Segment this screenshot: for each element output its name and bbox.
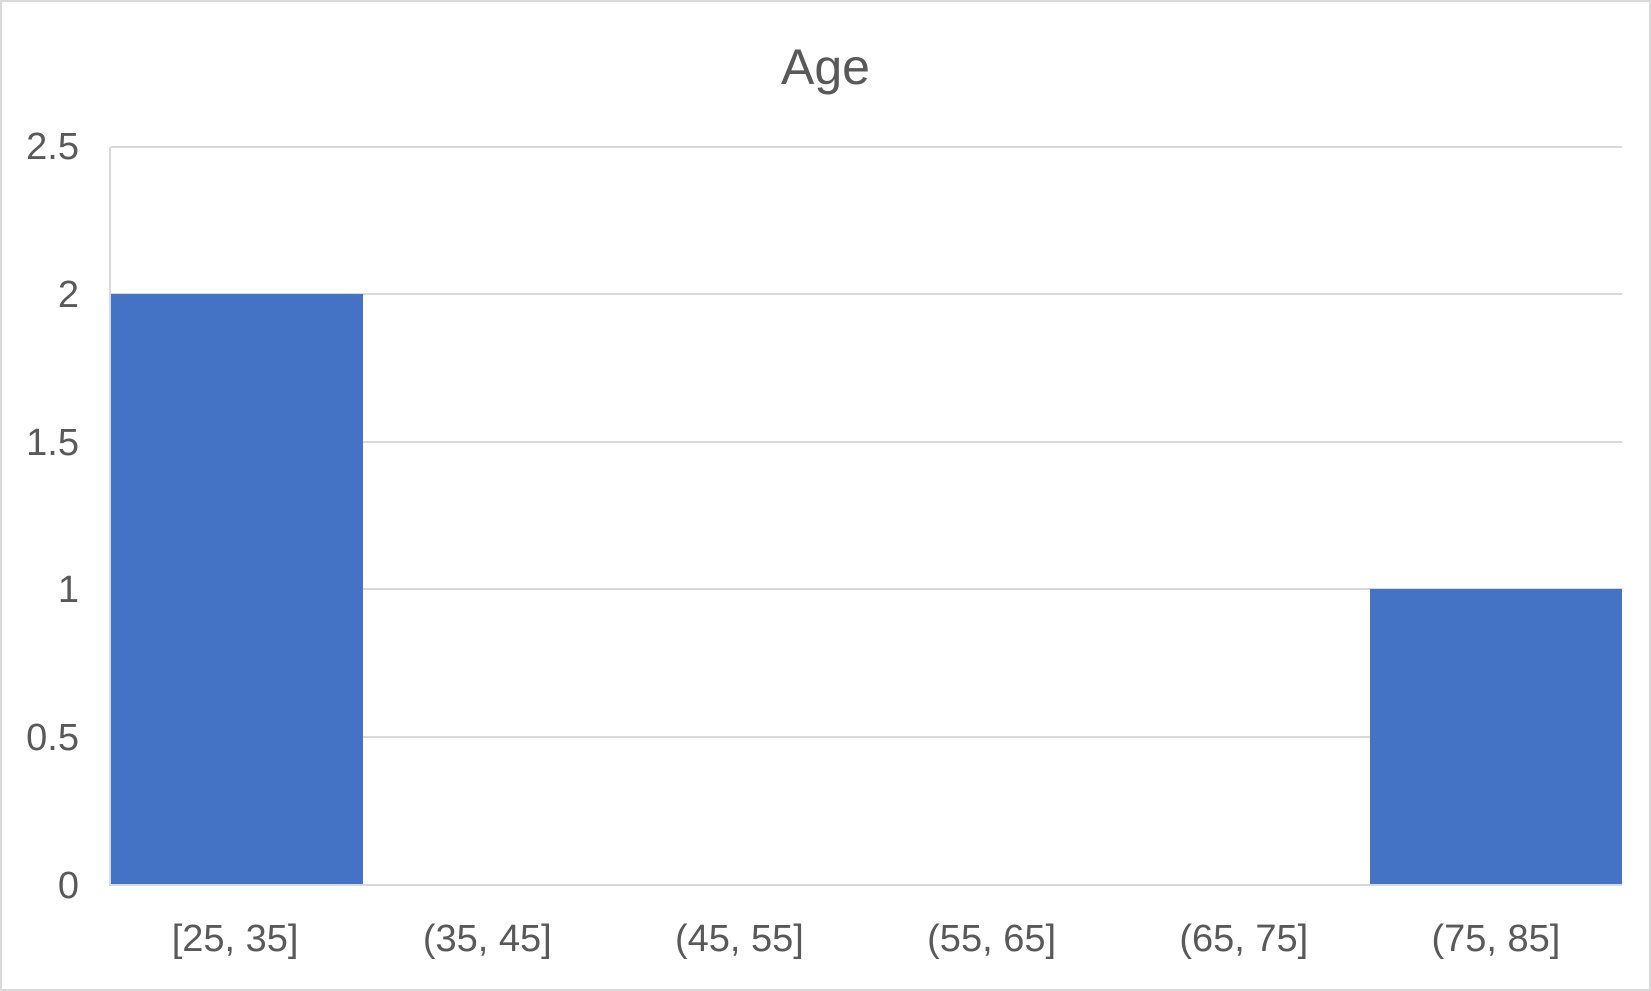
bar-slot (111, 147, 363, 884)
plot-area (109, 146, 1622, 886)
y-tick-label: 0.5 (26, 717, 79, 760)
x-tick-label: (45, 55] (674, 918, 804, 960)
y-axis-tick-labels: 0 0.5 1 1.5 2 2.5 (2, 128, 81, 905)
bar-slot (866, 147, 1118, 884)
y-tick-label: 1 (57, 569, 79, 612)
gridline (111, 293, 1622, 296)
gridline (111, 588, 1622, 591)
bar-[25, 35] (111, 294, 363, 884)
x-tick-label: (75, 85] (1431, 918, 1561, 960)
bar-slot (1118, 147, 1370, 884)
gridline (111, 440, 1622, 443)
chart-title: Age (781, 39, 870, 95)
bar-(75, 85] (1370, 589, 1622, 884)
y-tick-label: 1.5 (26, 421, 79, 464)
y-tick-label: 2.5 (26, 126, 79, 168)
y-tick-label: 2 (57, 273, 79, 316)
gridline (111, 735, 1622, 738)
bar-slot (1370, 147, 1622, 884)
bar-slot (363, 147, 615, 884)
x-tick-label: (55, 65] (927, 918, 1057, 960)
bar-series (111, 147, 1622, 884)
x-tick-label: (65, 75] (1179, 918, 1309, 960)
x-tick-label: [25, 35] (171, 918, 299, 960)
x-axis-tick-labels: [25, 35] (35, 45] (45, 55] (55, 65] (65, 75]… (109, 917, 1622, 961)
gridline (111, 146, 1622, 148)
bar-slot (615, 147, 867, 884)
x-tick-label: (35, 45] (422, 918, 552, 960)
y-tick-label: 0 (57, 865, 79, 907)
